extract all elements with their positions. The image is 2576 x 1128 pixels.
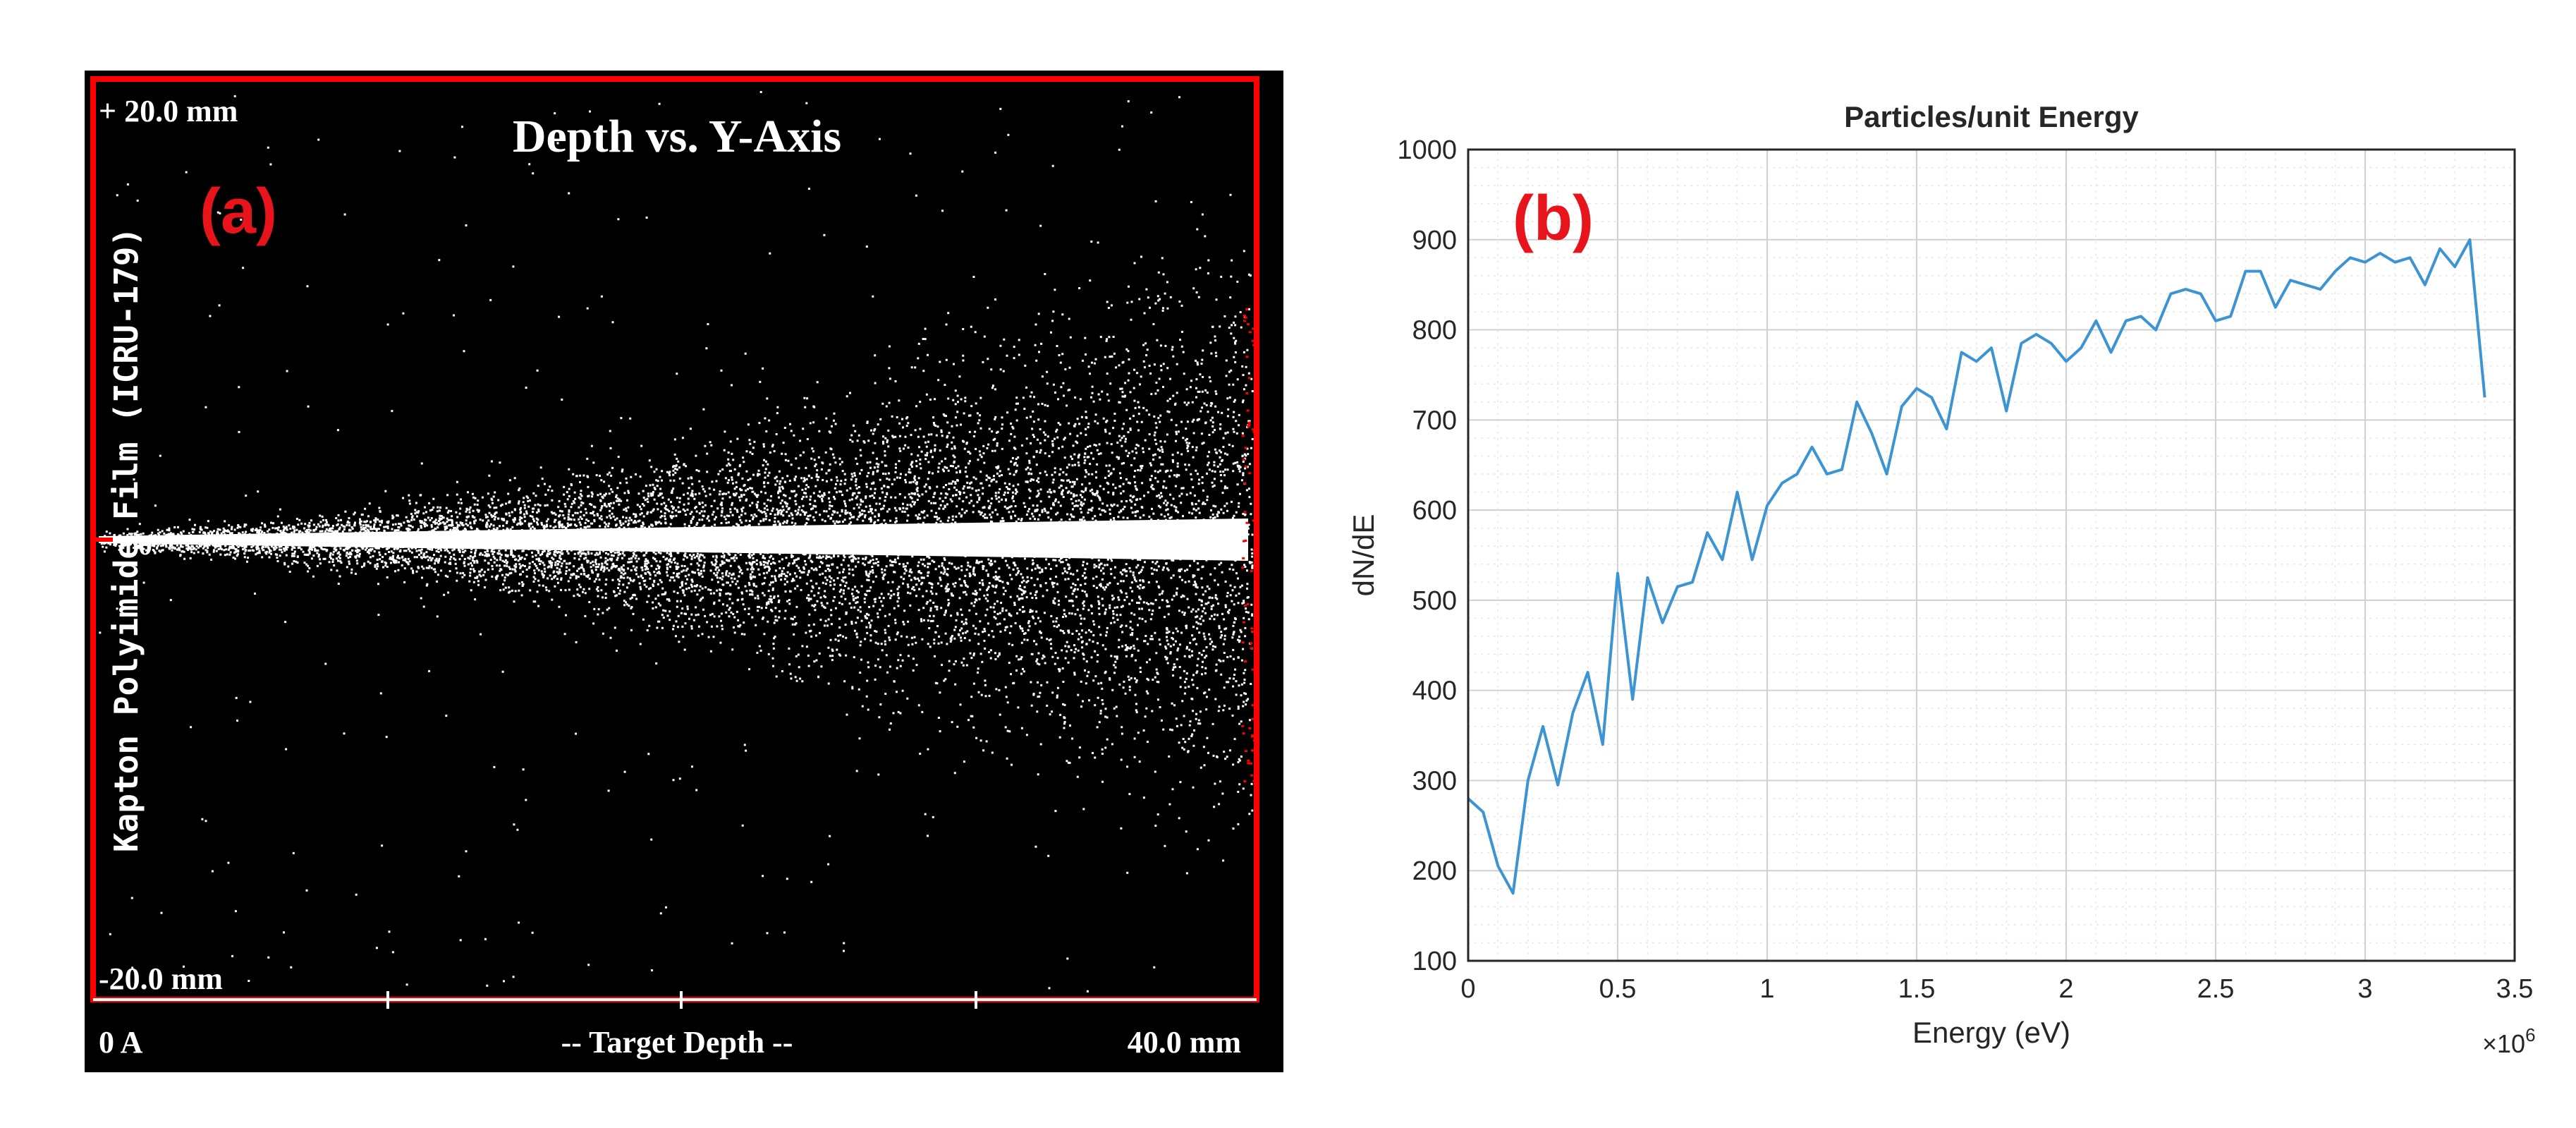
- x-multiplier-base: ×10: [2482, 1029, 2525, 1058]
- y-tick-label: 900: [1412, 226, 1457, 255]
- y-zero-label: 0: [138, 529, 152, 561]
- y-tick-label: 800: [1412, 316, 1457, 346]
- side-label: Kapton Polyimide Film (ICRU-179): [107, 227, 145, 852]
- panel-b-energy-chart: 0 0.5 1 1.5 2 2.5 3 3.5 100 200 300 400 500 600 700 800…: [1312, 0, 2576, 1128]
- energy-chart-svg: 0 0.5 1 1.5 2 2.5 3 3.5 100 200 300 400 500 600 700 800…: [1312, 0, 2576, 1128]
- y-top-label: + 20.0 mm: [99, 94, 238, 128]
- x-tick-label: 3: [2357, 974, 2372, 1004]
- x-right-label: 40.0 mm: [1128, 1025, 1241, 1060]
- scatter-points: [99, 91, 1259, 993]
- y-bottom-label: -20.0 mm: [99, 962, 223, 996]
- x-tick-label: 3.5: [2496, 974, 2534, 1004]
- series-line: [1467, 238, 2486, 895]
- x-mid-label: -- Target Depth --: [561, 1025, 793, 1060]
- scatter-dots: [99, 91, 1254, 993]
- chart-b-frame: [1467, 148, 2516, 962]
- scatter-core: [99, 518, 1248, 561]
- panel-b-tag: (b): [1513, 183, 1594, 254]
- x-tick-label: 2.5: [2197, 974, 2235, 1004]
- panel-a-depth-plot: + 20.0 mm -20.0 mm 0 Depth vs. Y-Axis (a…: [85, 71, 1283, 1072]
- x-multiplier: ×106: [2482, 1024, 2536, 1058]
- x-tick-label: 1: [1759, 974, 1774, 1004]
- y-tick-label: 1000: [1397, 135, 1457, 165]
- x-tick-label: 0.5: [1599, 974, 1637, 1004]
- panel-a-tag: (a): [200, 176, 277, 247]
- y-tick-label: 200: [1412, 856, 1457, 886]
- chart-b-xlabel: Energy (eV): [1912, 1016, 2070, 1049]
- y-tick-label: 100: [1412, 947, 1457, 976]
- x-tick-label: 0: [1460, 974, 1475, 1004]
- chart-b-ylabel: dN/dE: [1347, 514, 1380, 597]
- y-tick-label: 700: [1412, 406, 1457, 435]
- depth-scatter-svg: + 20.0 mm -20.0 mm 0 Depth vs. Y-Axis (a…: [85, 71, 1283, 1072]
- y-tick-label: 600: [1412, 496, 1457, 526]
- grid-lines: [1467, 149, 2515, 962]
- chart-b-title: Particles/unit Energy: [1844, 100, 2139, 133]
- tick-labels: 0 0.5 1 1.5 2 2.5 3 3.5 100 200 300 400 500 600 700 800…: [1397, 135, 2533, 1004]
- x-tick-label: 1.5: [1898, 974, 1936, 1004]
- y-tick-label: 500: [1412, 586, 1457, 616]
- x-left-label: 0 A: [99, 1025, 143, 1060]
- y-tick-label: 400: [1412, 677, 1457, 706]
- plot-a-title: Depth vs. Y-Axis: [513, 111, 841, 162]
- x-tick-label: 2: [2058, 974, 2073, 1004]
- y-tick-label: 300: [1412, 766, 1457, 796]
- x-multiplier-exp: 6: [2525, 1024, 2535, 1045]
